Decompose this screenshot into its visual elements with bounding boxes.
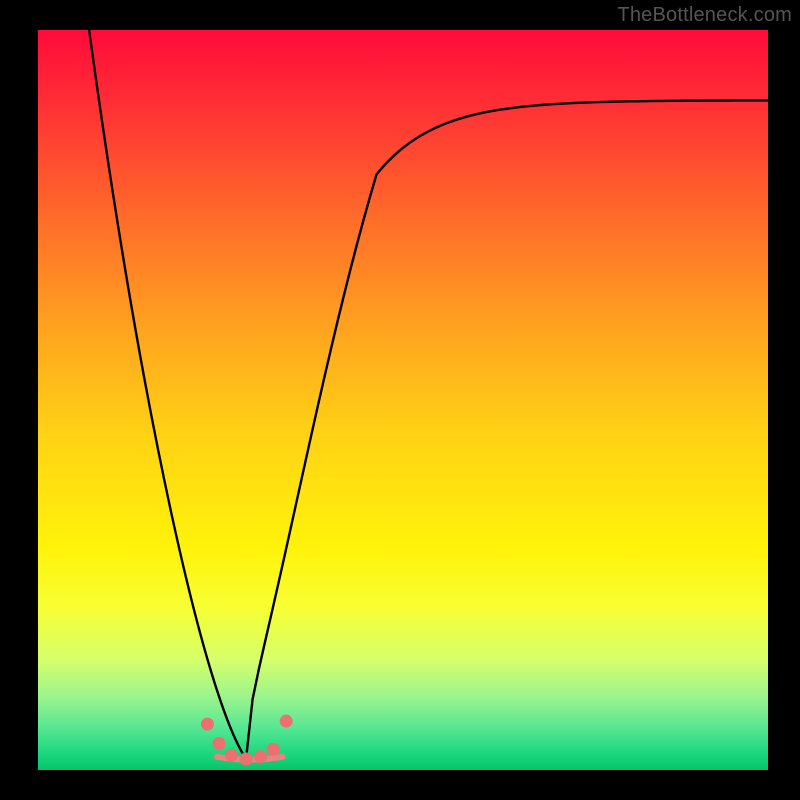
watermark-text: TheBottleneck.com xyxy=(617,4,792,27)
data-marker xyxy=(213,737,226,750)
plot-overlay xyxy=(38,30,768,770)
data-marker xyxy=(267,743,280,756)
bottleneck-curve xyxy=(246,100,768,758)
data-marker xyxy=(201,718,214,731)
plot-area xyxy=(38,30,768,770)
chart-canvas: TheBottleneck.com xyxy=(0,0,800,800)
bottleneck-curve xyxy=(89,30,246,759)
data-marker xyxy=(240,752,253,765)
data-marker xyxy=(225,749,238,762)
data-marker xyxy=(280,715,293,728)
data-marker xyxy=(254,750,267,763)
